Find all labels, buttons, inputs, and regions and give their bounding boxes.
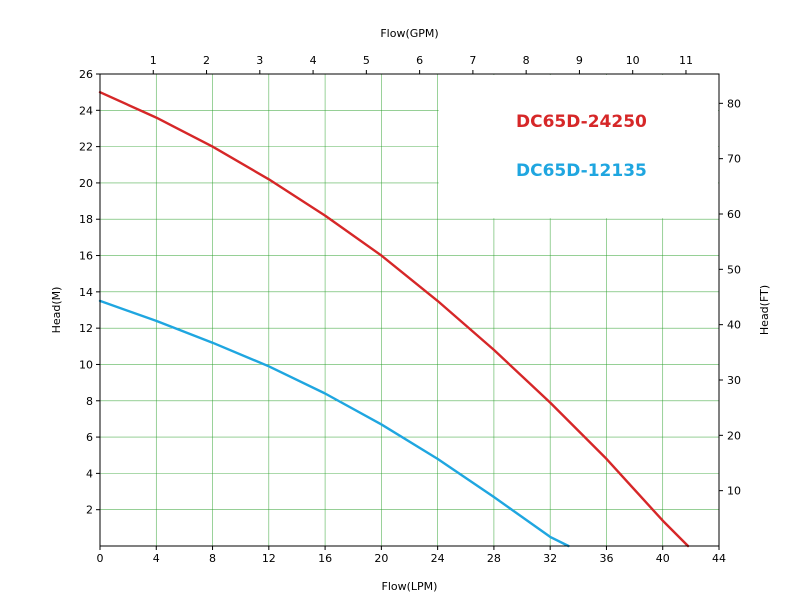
x-tick-label: 20 <box>374 552 388 565</box>
x-tick-label: 36 <box>599 552 613 565</box>
top-axis-label: Flow(GPM) <box>380 27 438 40</box>
x2-tick-label: 10 <box>626 54 640 67</box>
x2-tick-label: 4 <box>310 54 317 67</box>
y-tick-label: 14 <box>79 286 93 299</box>
x2-tick-label: 3 <box>256 54 263 67</box>
y-tick-label: 4 <box>86 467 93 480</box>
x-tick-label: 16 <box>318 552 332 565</box>
x-tick-label: 4 <box>153 552 160 565</box>
y-tick-label: 6 <box>86 431 93 444</box>
series-line-0 <box>98 90 690 548</box>
series-lines <box>98 90 690 548</box>
x2-tick-label: 5 <box>363 54 370 67</box>
legend-entry-dc65d-24250: DC65D-24250 <box>516 112 647 132</box>
x-axis-label: Flow(LPM) <box>382 580 438 593</box>
y2-tick-label: 60 <box>727 208 741 221</box>
right-axis-label: Head(FT) <box>758 285 771 335</box>
legend-entry-dc65d-12135: DC65D-12135 <box>516 161 647 181</box>
y2-tick-label: 40 <box>727 319 741 332</box>
y-axis-label: Head(M) <box>50 287 63 334</box>
plot-frame <box>99 73 720 547</box>
x2-tick-label: 8 <box>523 54 530 67</box>
y-tick-label: 12 <box>79 322 93 335</box>
x-tick-label: 8 <box>209 552 216 565</box>
x-tick-label: 32 <box>543 552 557 565</box>
y-tick-label: 2 <box>86 504 93 517</box>
y-tick-label: 24 <box>79 104 93 117</box>
x-tick-label: 12 <box>262 552 276 565</box>
y-tick-label: 26 <box>79 68 93 81</box>
y-tick-label: 16 <box>79 250 93 263</box>
axis-ticks: 0 4 8 12 16 20 24 28 32 36 40 442468101214161820222… <box>79 54 741 565</box>
y-tick-label: 8 <box>86 395 93 408</box>
series-line-1 <box>98 299 570 548</box>
y2-tick-label: 70 <box>727 153 741 166</box>
legend-background <box>438 75 718 219</box>
y2-tick-label: 20 <box>727 429 741 442</box>
y2-tick-label: 10 <box>727 485 741 498</box>
x2-tick-label: 9 <box>576 54 583 67</box>
y-tick-label: 22 <box>79 141 93 154</box>
x-tick-label: 40 <box>656 552 670 565</box>
y2-tick-label: 80 <box>727 97 741 110</box>
x-tick-label: 0 <box>97 552 104 565</box>
x-tick-label: 28 <box>487 552 501 565</box>
x-tick-label: 44 <box>712 552 726 565</box>
y2-tick-label: 50 <box>727 263 741 276</box>
y-tick-label: 20 <box>79 177 93 190</box>
x2-tick-label: 6 <box>416 54 423 67</box>
x2-tick-label: 2 <box>203 54 210 67</box>
x2-tick-label: 11 <box>679 54 693 67</box>
x2-tick-label: 1 <box>150 54 157 67</box>
y-tick-label: 18 <box>79 213 93 226</box>
y2-tick-label: 30 <box>727 374 741 387</box>
x2-tick-label: 7 <box>469 54 476 67</box>
y-tick-label: 10 <box>79 358 93 371</box>
x-tick-label: 24 <box>431 552 445 565</box>
